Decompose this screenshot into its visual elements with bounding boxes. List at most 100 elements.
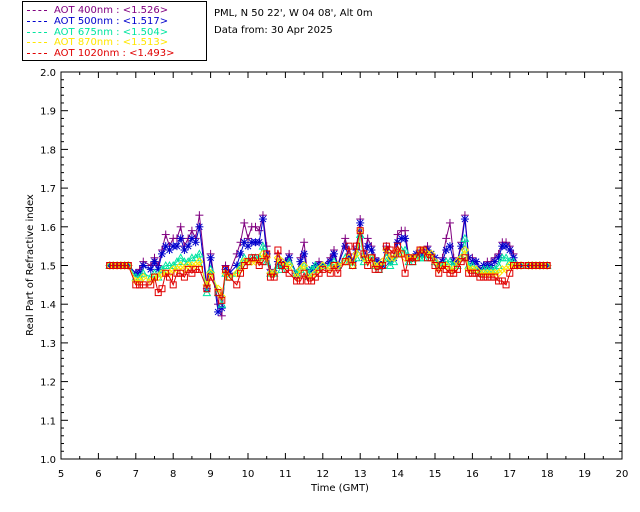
- data-point: [172, 242, 181, 251]
- data-point: [367, 254, 375, 262]
- data-point: [495, 277, 503, 285]
- data-point: [483, 273, 491, 281]
- data-point-shape: [132, 281, 140, 289]
- data-point-stroke: [297, 258, 304, 265]
- data-point-shape: [195, 257, 204, 266]
- data-point: [263, 250, 271, 258]
- data-point-stroke: [401, 235, 409, 242]
- data-point: [151, 273, 158, 281]
- data-point: [457, 258, 465, 266]
- data-point: [251, 222, 260, 231]
- data-point-shape: [188, 269, 196, 277]
- data-point-shape: [461, 254, 469, 262]
- y-tick-label: 1.8: [40, 145, 56, 156]
- data-point: [307, 264, 316, 273]
- data-point: [442, 265, 450, 273]
- data-point: [445, 242, 454, 251]
- data-point: [150, 257, 159, 266]
- data-point: [195, 257, 204, 266]
- data-point-shape: [501, 253, 511, 262]
- data-point-shape: [532, 262, 540, 269]
- data-point: [139, 281, 147, 289]
- data-point-shape: [405, 254, 413, 262]
- data-point-shape: [510, 262, 518, 269]
- data-point: [180, 273, 188, 281]
- data-point: [139, 261, 148, 270]
- data-point: [266, 273, 274, 281]
- data-point-shape: [266, 273, 274, 281]
- data-point: [400, 245, 410, 254]
- data-point: [113, 262, 121, 269]
- data-point-stroke: [196, 223, 203, 231]
- data-point: [412, 254, 420, 262]
- data-point: [262, 257, 272, 266]
- data-point: [240, 218, 249, 227]
- data-point: [255, 262, 263, 269]
- data-point-shape: [187, 261, 197, 270]
- data-point-stroke: [368, 246, 375, 254]
- data-point-shape: [248, 254, 256, 262]
- data-point: [244, 234, 252, 243]
- data-point: [341, 234, 350, 243]
- data-point: [300, 269, 308, 277]
- data-point-shape: [435, 269, 443, 277]
- data-point: [139, 272, 148, 282]
- data-point-shape: [445, 257, 455, 266]
- data-point: [445, 257, 455, 266]
- data-point: [258, 215, 267, 224]
- data-point-stroke: [151, 258, 158, 265]
- data-point: [217, 299, 227, 308]
- data-point: [146, 265, 155, 274]
- data-point-shape: [233, 281, 241, 289]
- data-point: [532, 262, 540, 269]
- data-point-shape: [146, 272, 156, 281]
- data-point: [176, 222, 185, 231]
- data-point: [539, 262, 547, 269]
- data-point-shape: [203, 285, 211, 293]
- data-point: [491, 273, 499, 281]
- data-point: [505, 261, 515, 270]
- data-point: [173, 269, 181, 277]
- data-point: [352, 249, 361, 259]
- data-point: [509, 257, 518, 266]
- data-point: [188, 269, 196, 277]
- data-point: [244, 258, 252, 266]
- x-tick-label: 8: [170, 469, 176, 480]
- data-point-shape: [180, 273, 188, 281]
- data-point-shape: [476, 273, 484, 281]
- data-point: [371, 265, 379, 273]
- data-point: [401, 269, 409, 277]
- data-point-stroke: [158, 250, 166, 258]
- data-point-shape: [158, 285, 166, 293]
- data-point-shape: [173, 269, 181, 277]
- data-point: [132, 281, 140, 289]
- data-point-shape: [355, 229, 365, 239]
- data-point-stroke: [154, 266, 162, 273]
- data-point-stroke: [139, 262, 147, 269]
- data-point: [165, 273, 173, 281]
- data-point: [195, 265, 203, 273]
- data-point: [117, 262, 125, 269]
- data-point: [172, 257, 182, 266]
- data-point: [184, 265, 192, 273]
- data-point-shape: [284, 261, 294, 270]
- data-point-shape: [202, 288, 212, 297]
- data-point-shape: [460, 233, 470, 242]
- data-point: [195, 211, 204, 220]
- data-point: [206, 253, 215, 262]
- data-point-shape: [536, 262, 544, 269]
- data-point: [169, 281, 177, 289]
- data-point: [468, 269, 476, 277]
- legend-swatch-500nm: [27, 21, 47, 22]
- data-point-shape: [442, 265, 450, 273]
- data-point: [345, 242, 353, 250]
- data-point-shape: [281, 265, 289, 273]
- data-point-shape: [371, 265, 379, 273]
- data-point: [510, 262, 518, 269]
- data-point-stroke: [240, 238, 248, 246]
- data-point: [147, 281, 155, 289]
- data-point-shape: [379, 262, 387, 269]
- data-point-shape: [325, 260, 335, 269]
- data-point: [162, 269, 170, 277]
